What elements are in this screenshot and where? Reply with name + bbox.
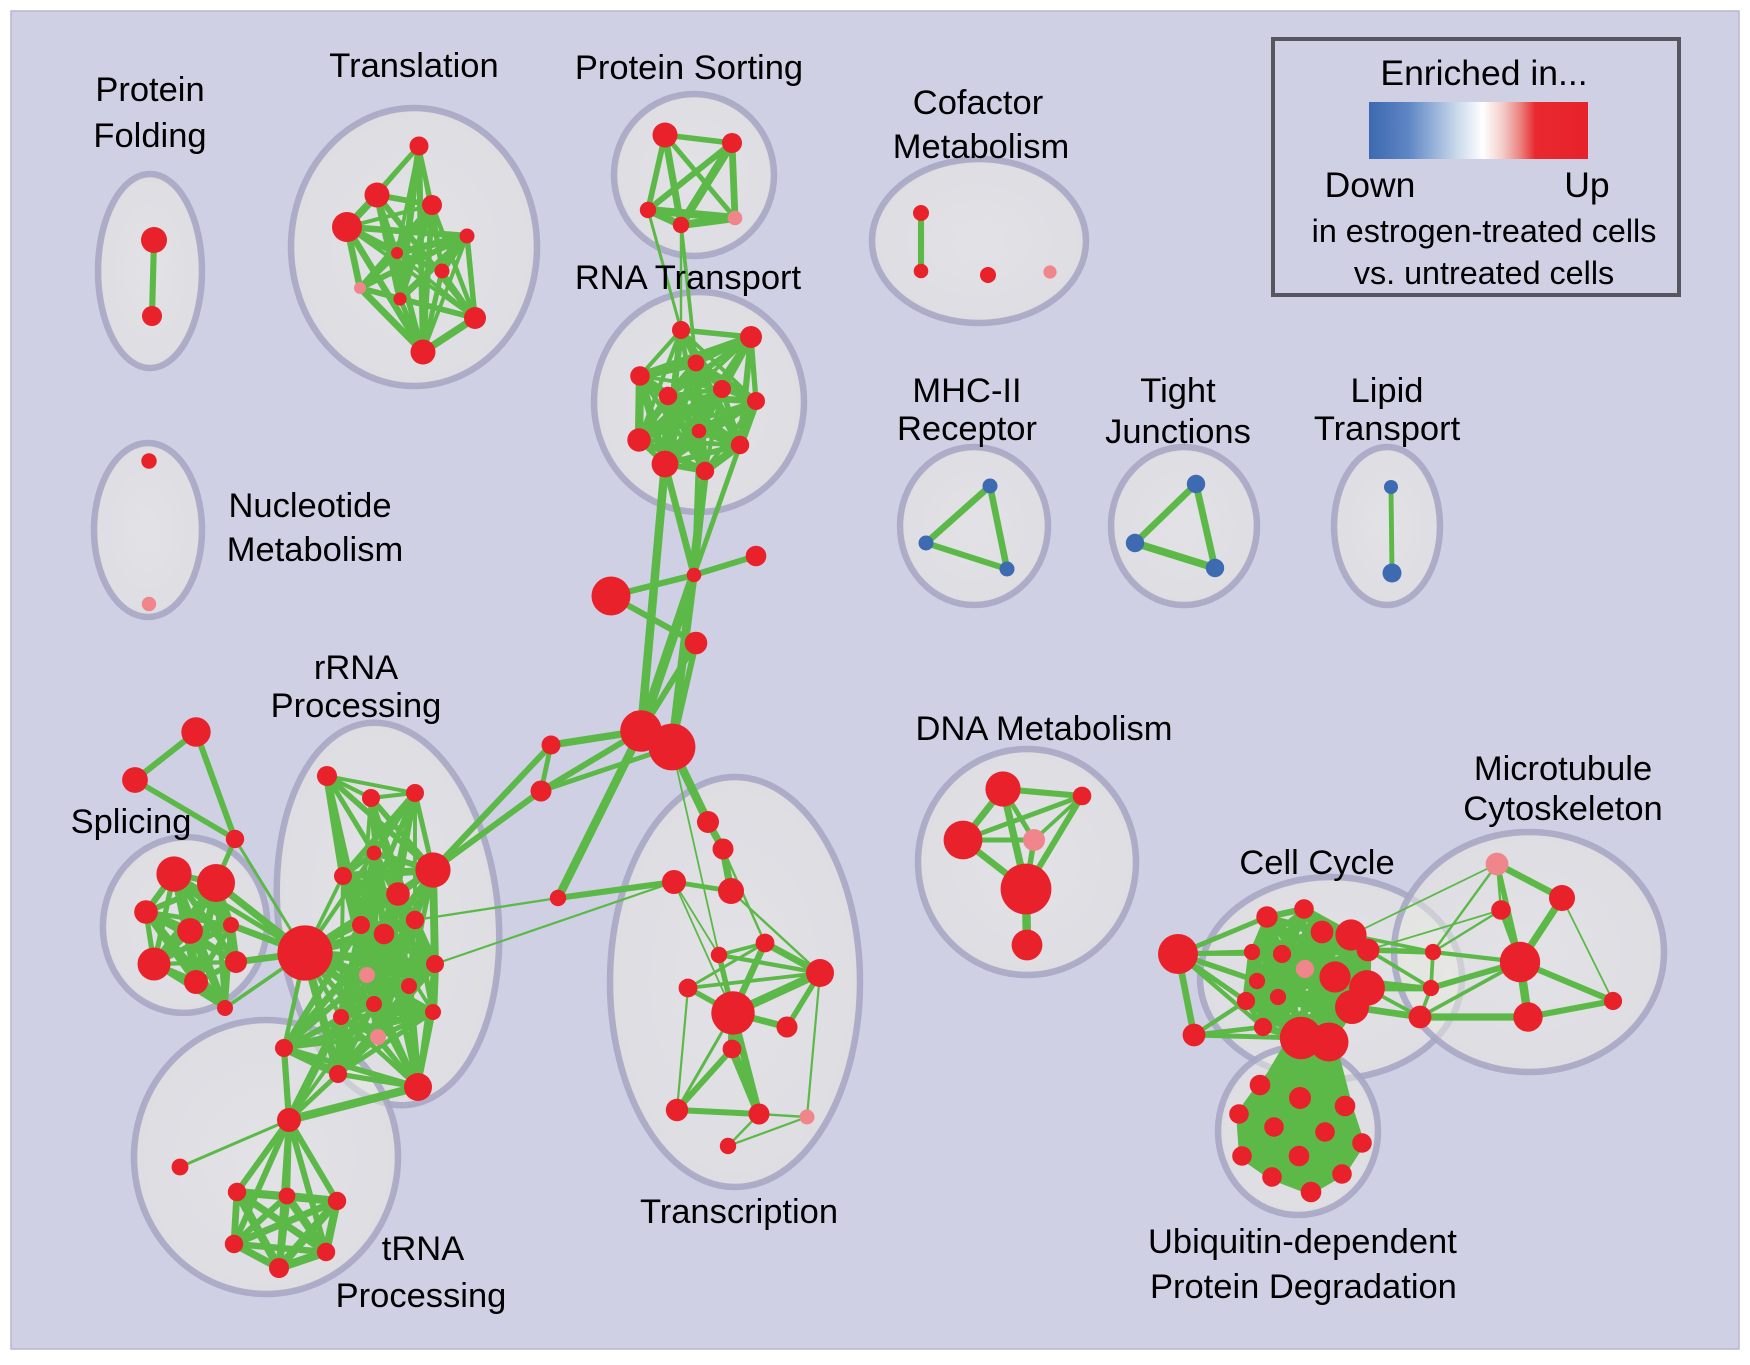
svg-text:Nucleotide: Nucleotide [228,487,391,525]
svg-text:vs. untreated cells: vs. untreated cells [1354,255,1614,291]
svg-text:tRNA: tRNA [382,1230,464,1268]
svg-text:Protein Degradation: Protein Degradation [1150,1268,1457,1306]
svg-text:Microtubule: Microtubule [1474,750,1652,788]
svg-text:Processing: Processing [336,1277,507,1315]
svg-text:Transport: Transport [1314,410,1461,448]
svg-text:Metabolism: Metabolism [227,531,403,569]
svg-text:Cytoskeleton: Cytoskeleton [1463,790,1662,828]
svg-text:Splicing: Splicing [71,803,192,841]
svg-text:Lipid: Lipid [1351,372,1424,410]
svg-text:Enriched in...: Enriched in... [1380,53,1587,93]
svg-text:MHC-II: MHC-II [912,372,1021,410]
svg-text:rRNA: rRNA [314,649,398,687]
svg-text:Junctions: Junctions [1105,413,1251,451]
svg-text:Down: Down [1325,165,1416,205]
svg-text:Folding: Folding [93,117,206,155]
svg-text:Up: Up [1564,165,1609,205]
svg-text:Protein Sorting: Protein Sorting [575,49,803,87]
svg-text:Protein: Protein [95,71,204,109]
svg-text:in estrogen-treated cells: in estrogen-treated cells [1312,213,1657,249]
svg-text:Receptor: Receptor [897,410,1037,448]
svg-text:Cell Cycle: Cell Cycle [1239,844,1394,882]
svg-text:Ubiquitin-dependent: Ubiquitin-dependent [1148,1223,1457,1261]
svg-text:DNA Metabolism: DNA Metabolism [916,710,1173,748]
svg-text:Translation: Translation [329,47,498,85]
svg-text:Tight: Tight [1140,372,1216,410]
svg-text:RNA Transport: RNA Transport [575,259,802,297]
svg-text:Cofactor: Cofactor [913,84,1043,122]
svg-text:Metabolism: Metabolism [893,128,1069,166]
svg-text:Transcription: Transcription [640,1193,838,1231]
svg-text:Processing: Processing [271,687,442,725]
